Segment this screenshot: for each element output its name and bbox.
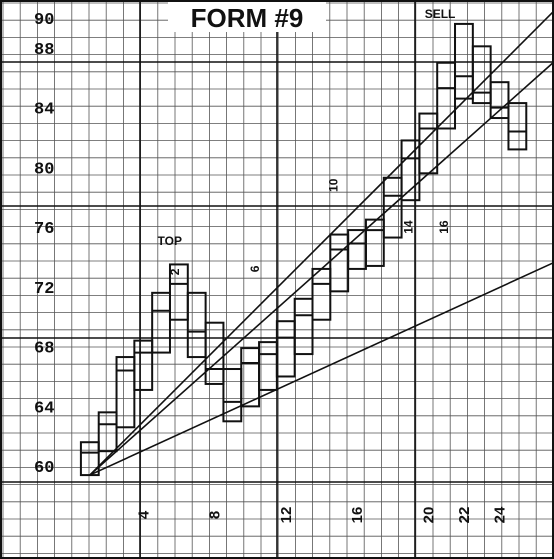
x-tick-label: 22 bbox=[456, 507, 473, 524]
chart-annotation: TOP bbox=[158, 234, 182, 248]
price-bar bbox=[186, 291, 207, 359]
y-tick-label: 64 bbox=[34, 399, 54, 418]
price-bar bbox=[115, 356, 136, 429]
price-bar bbox=[151, 291, 171, 354]
chart-annotation: 2 bbox=[168, 268, 182, 275]
x-tick-label: 16 bbox=[349, 507, 366, 524]
price-bar bbox=[97, 411, 118, 453]
trendline bbox=[89, 262, 554, 476]
price-bar bbox=[364, 218, 385, 267]
price-bar bbox=[293, 297, 314, 356]
price-bar bbox=[133, 339, 154, 391]
price-bar bbox=[79, 441, 100, 477]
y-tick-label: 80 bbox=[34, 160, 54, 179]
y-axis-tick-labels: 60 64 68 72 76 80 84 88 90 bbox=[34, 11, 54, 478]
price-bar bbox=[382, 176, 403, 239]
y-tick-label: 68 bbox=[34, 340, 54, 359]
y-tick-label: 88 bbox=[34, 41, 54, 60]
y-tick-label: 72 bbox=[34, 280, 54, 299]
price-bar bbox=[418, 112, 439, 175]
price-bar bbox=[258, 341, 278, 391]
x-tick-label: 24 bbox=[492, 506, 509, 523]
chart-annotation: 10 bbox=[326, 178, 340, 192]
x-tick-label: 12 bbox=[278, 507, 295, 524]
price-bar bbox=[489, 81, 510, 120]
price-bar bbox=[347, 229, 367, 270]
price-bar bbox=[329, 233, 350, 293]
y-tick-label: 84 bbox=[34, 101, 54, 120]
x-tick-label: 20 bbox=[420, 507, 437, 524]
price-bar bbox=[507, 102, 528, 151]
y-tick-label: 90 bbox=[34, 11, 54, 30]
chart-annotation: 6 bbox=[248, 265, 262, 272]
price-bar bbox=[400, 139, 421, 202]
price-bar bbox=[204, 321, 225, 385]
chart-annotation: 16 bbox=[437, 220, 451, 234]
x-axis-tick-labels: 4 8 12 16 20 22 24 bbox=[135, 506, 508, 523]
x-tick-label: 8 bbox=[207, 511, 224, 519]
chart-annotation: SELL bbox=[425, 7, 456, 21]
title-background bbox=[168, 2, 326, 32]
price-bar bbox=[471, 45, 492, 105]
chart-annotation: 14 bbox=[401, 220, 415, 234]
price-bars bbox=[79, 22, 528, 477]
chart-title: FORM #9 bbox=[191, 3, 304, 33]
x-tick-label: 4 bbox=[135, 510, 152, 519]
y-tick-label: 60 bbox=[34, 459, 54, 478]
y-tick-label: 76 bbox=[34, 220, 54, 239]
price-bar bbox=[311, 267, 332, 321]
annotations: TOP SELL 2 6 10 14 16 bbox=[158, 7, 456, 275]
trendline bbox=[89, 11, 554, 476]
